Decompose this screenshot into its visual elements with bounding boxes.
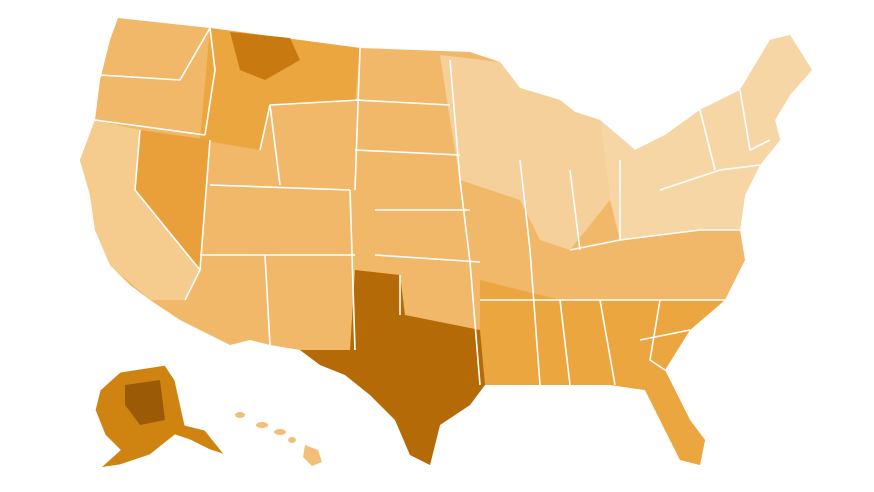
region-mid-southeast [480,280,725,465]
region-dark-texas [300,270,485,465]
hawaii [235,412,322,466]
region-light-west [80,120,200,300]
region-light-midwest [440,55,610,250]
region-dark-nevada [135,130,210,270]
region-dark-montana [230,32,300,80]
alaska-dark [125,380,165,425]
region-light-northeast [600,35,812,240]
state-borders [94,27,771,386]
